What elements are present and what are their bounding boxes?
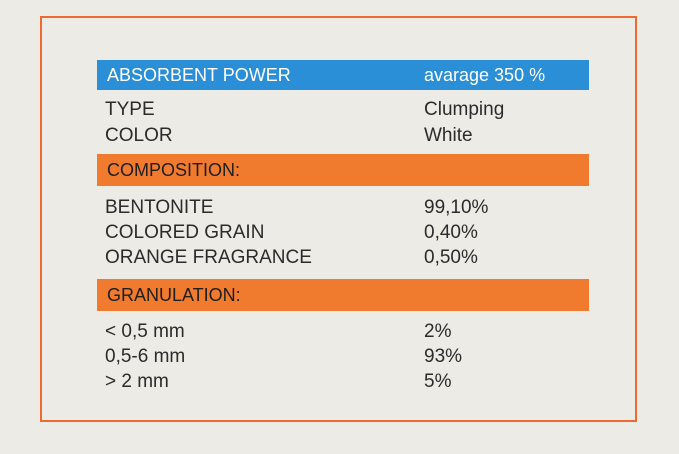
absorbent-power-band: ABSORBENT POWER avarage 350 % xyxy=(97,60,589,90)
composition-header: COMPOSITION: xyxy=(107,160,241,180)
composition-value: 0,40% xyxy=(424,222,478,243)
property-label: TYPE xyxy=(105,99,155,120)
granulation-value: 2% xyxy=(424,321,452,342)
granulation-header-band: GRANULATION: xyxy=(97,279,589,311)
composition-label: COLORED GRAIN xyxy=(105,222,265,243)
property-value: White xyxy=(424,125,473,146)
composition-label: BENTONITE xyxy=(105,197,214,218)
granulation-value: 5% xyxy=(424,371,452,392)
composition-value: 99,10% xyxy=(424,197,489,218)
property-label: COLOR xyxy=(105,125,173,146)
absorbent-power-value: avarage 350 % xyxy=(424,65,546,85)
composition-label: ORANGE FRAGRANCE xyxy=(105,247,312,268)
granulation-label: 0,5-6 mm xyxy=(105,346,186,367)
composition-header-band: COMPOSITION: xyxy=(97,154,589,186)
property-value: Clumping xyxy=(424,99,505,120)
granulation-value: 93% xyxy=(424,346,463,367)
granulation-header: GRANULATION: xyxy=(107,285,241,305)
granulation-label: > 2 mm xyxy=(105,371,169,392)
granulation-label: < 0,5 mm xyxy=(105,321,185,342)
composition-value: 0,50% xyxy=(424,247,478,268)
absorbent-power-label: ABSORBENT POWER xyxy=(107,65,291,85)
label-frame xyxy=(40,16,637,422)
